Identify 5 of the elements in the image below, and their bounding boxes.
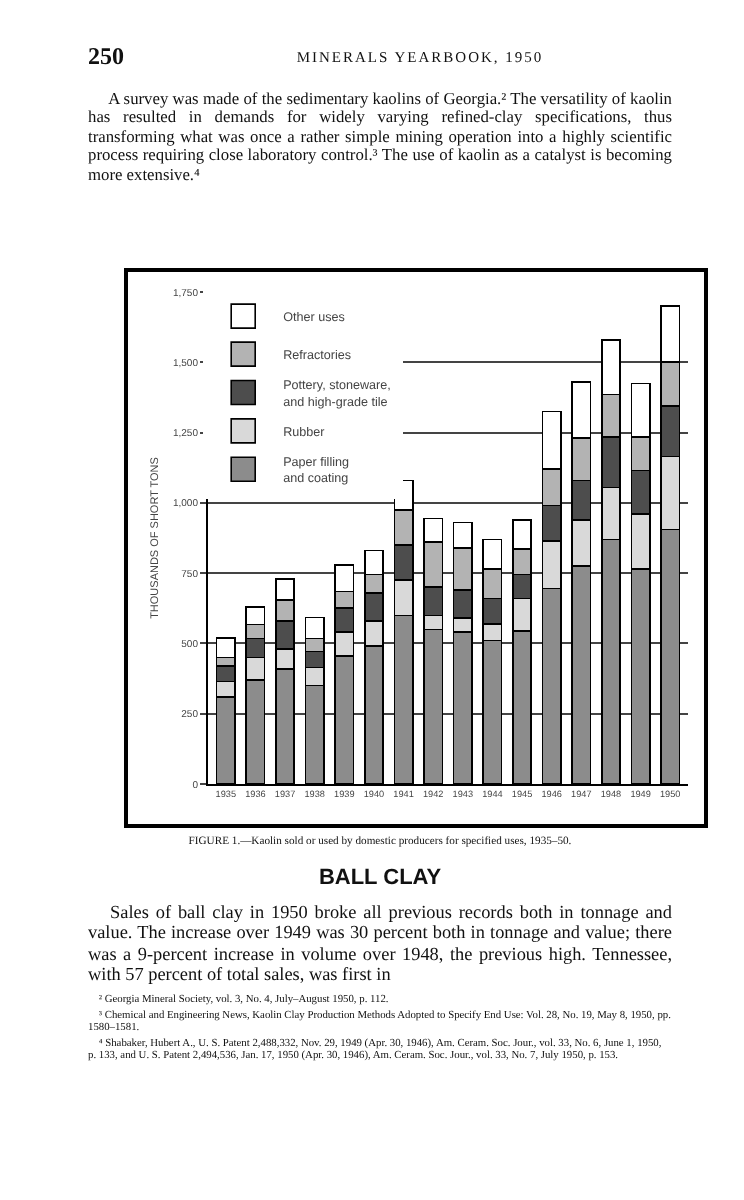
text: A survey was made of the sedimentary kaolins of Georgia.² The versatility of kaolin has resulted in demands for widely varying refined-clay specifications, thus transforming what was once a rather simple mining operation into a highly scientific process requiring close laboratory control.³ The use of kaolin as a catalyst is becoming more extensive.⁴ [88,90,672,185]
text: Sales of ball clay in 1950 broke all previous records both in tonnage and value. The increase over 1949 was 30 percent both in tonnage and value; there was a 9-percent increase in volume over 1948, the previous high. Tennessee, with 57 percent of total sales, was first in [88,902,672,985]
text: 250 [88,42,126,71]
text: BALL CLAY [316,866,444,891]
bar [215,637,236,659]
